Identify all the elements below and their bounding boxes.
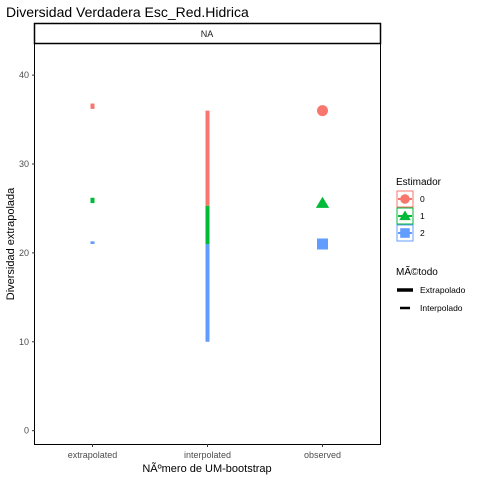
chart-title: Diversidad Verdadera Esc_Red.Hidrica — [6, 4, 249, 20]
y-ticks: 0 10 20 30 40 — [19, 70, 35, 436]
legend-key-shape-0 — [400, 194, 410, 204]
legend: Estimador 0 1 2 MÃ©todo Extrapolado Interpo… — [396, 177, 466, 313]
legend-key-shape-2 — [400, 228, 410, 238]
plot-marks — [90, 103, 330, 342]
legend-title-estimador: Estimador — [396, 177, 442, 188]
y-axis-title: Diversidad extrapolada — [5, 187, 17, 300]
x-tick-label-extrapolated: extrapolated — [68, 450, 118, 460]
x-tick-label-observed: observed — [304, 450, 341, 460]
x-axis-title: NÃºmero de UM-bootstrap — [142, 462, 271, 475]
x-ticks: extrapolated interpolated observed — [68, 444, 341, 460]
observed-point-0 — [317, 105, 328, 117]
observed-point-1 — [315, 196, 330, 208]
y-tick-label: 30 — [19, 159, 29, 169]
y-tick-label: 10 — [19, 337, 29, 347]
legend-title-metodo: MÃ©todo — [396, 265, 438, 278]
legend-metodo-label-1: Interpolado — [420, 303, 463, 313]
facet-strip — [33, 22, 382, 45]
x-tick-label-interpolated: interpolated — [184, 450, 231, 460]
legend-metodo-label-0: Extrapolado — [420, 285, 466, 295]
legend-metodo-keys: Extrapolado Interpolado — [397, 285, 466, 313]
legend-label-0: 0 — [420, 194, 425, 204]
legend-key-shape-1 — [399, 210, 411, 221]
y-tick-label: 40 — [19, 70, 29, 80]
facet-label: NA — [201, 29, 214, 39]
legend-estimador-keys: 0 1 2 — [396, 190, 425, 242]
observed-point-2 — [317, 238, 328, 250]
y-tick-label: 0 — [24, 426, 29, 436]
legend-label-1: 1 — [420, 211, 425, 221]
y-tick-label: 20 — [19, 248, 29, 258]
legend-label-2: 2 — [420, 228, 425, 238]
